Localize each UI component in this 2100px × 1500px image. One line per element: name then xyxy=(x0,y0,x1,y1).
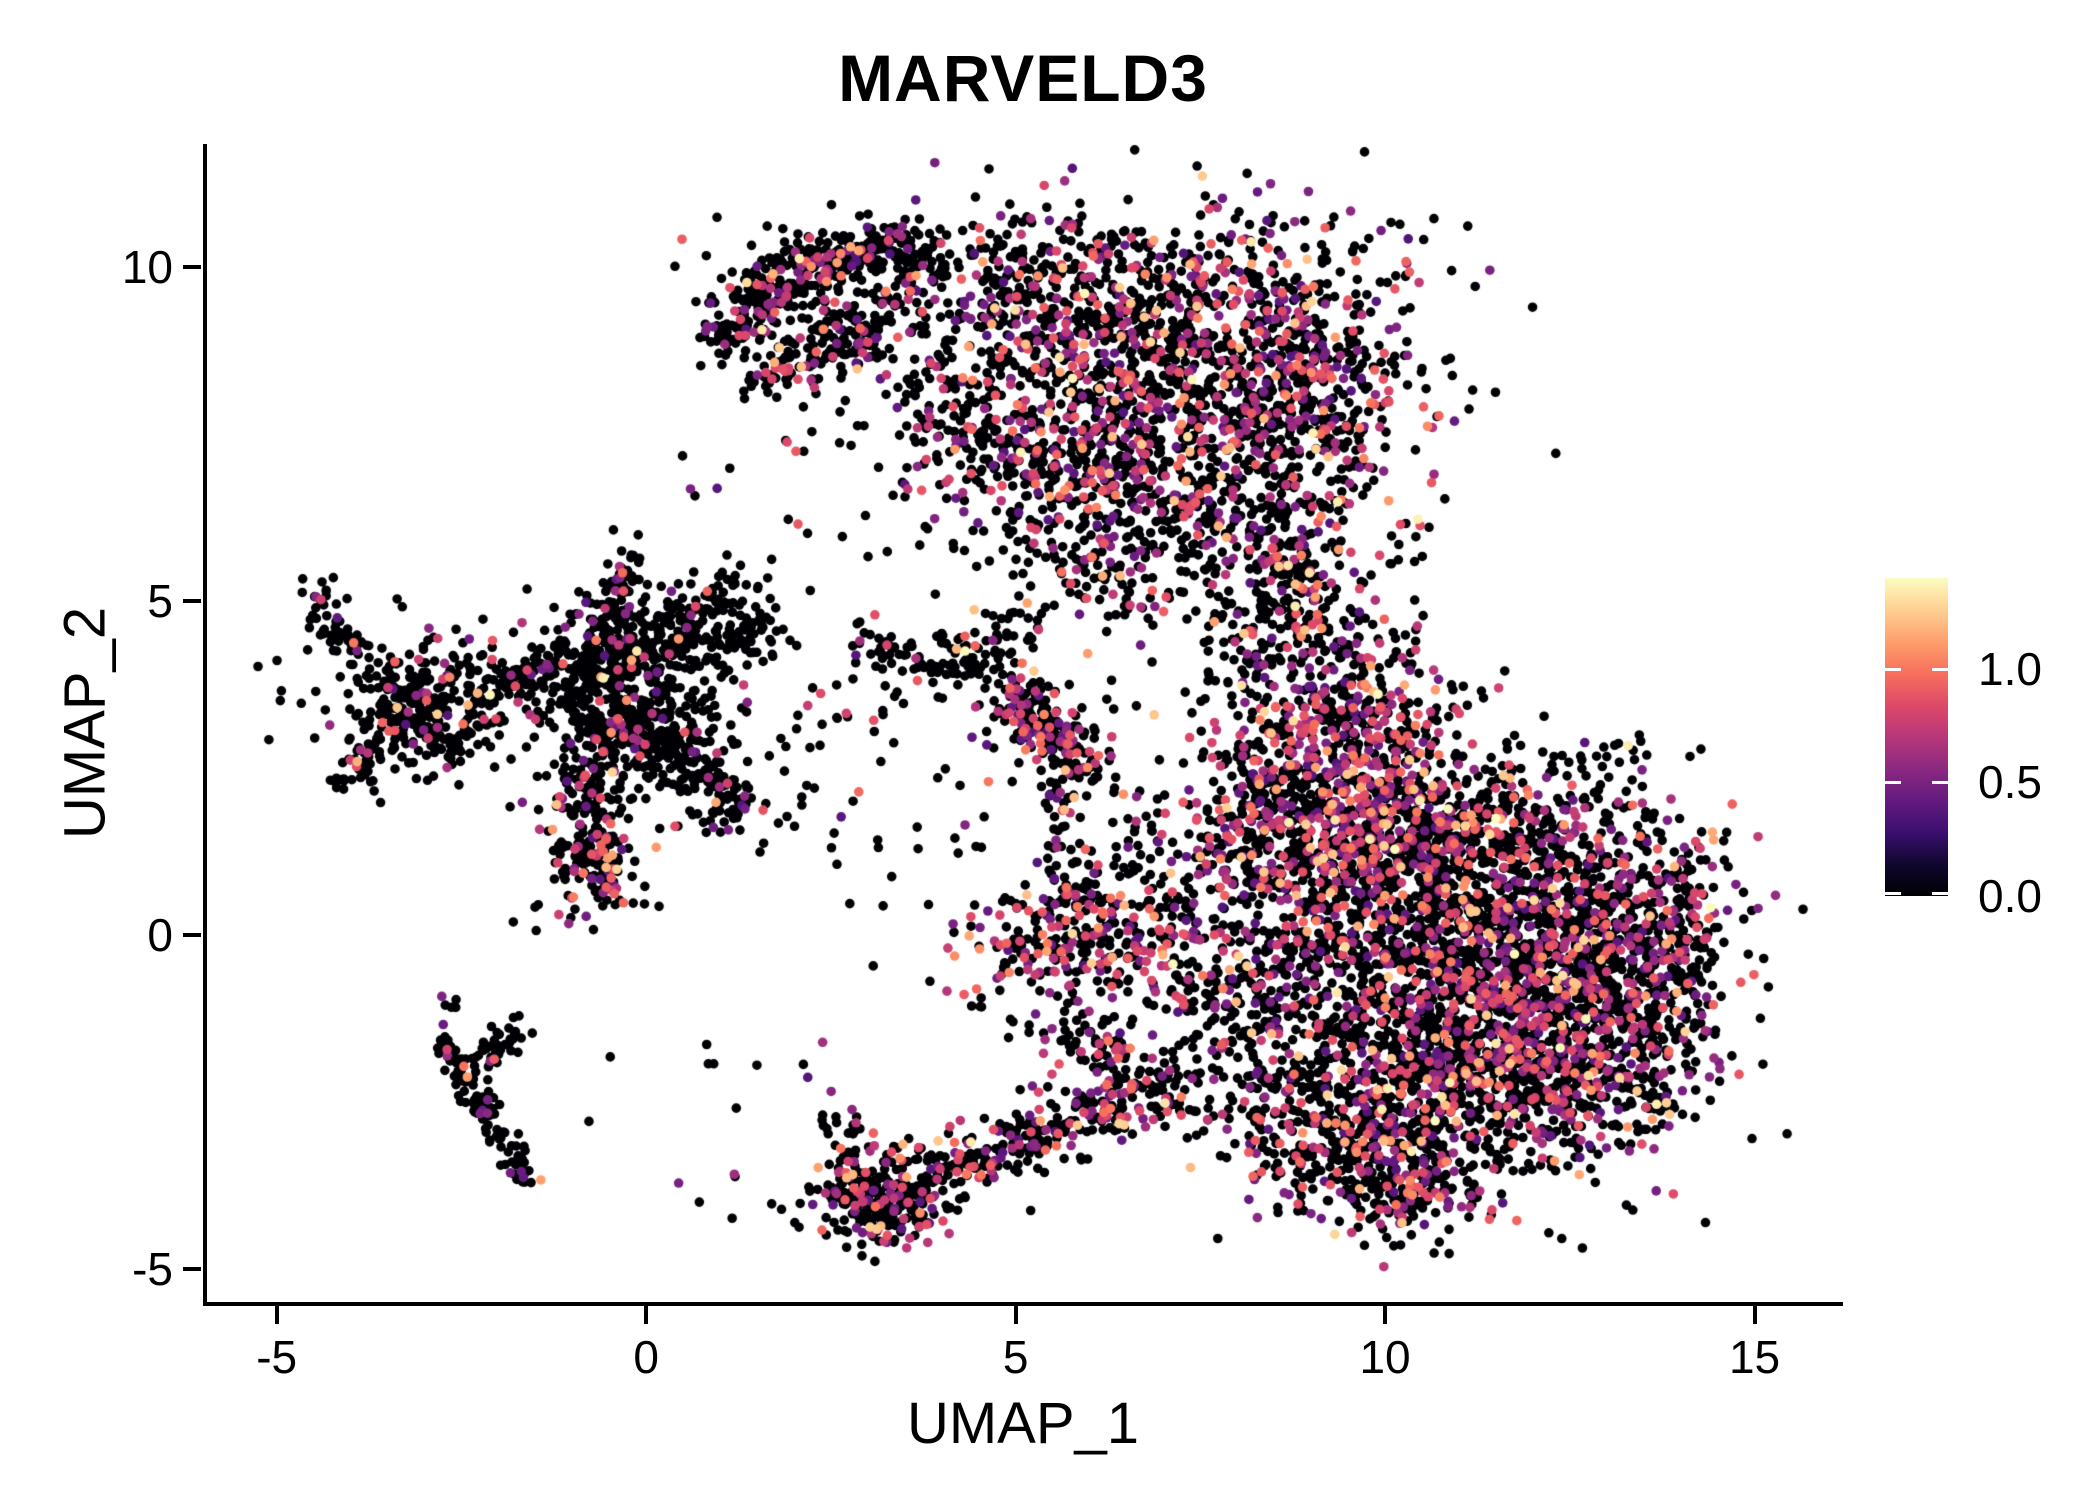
y-tick-label: -5 xyxy=(132,1242,173,1295)
x-tick xyxy=(1383,1306,1388,1324)
x-axis-line xyxy=(203,1302,1843,1306)
colorbar xyxy=(1885,578,1948,896)
colorbar-tick-label: 1.0 xyxy=(1978,642,2042,695)
x-tick xyxy=(274,1306,279,1324)
y-tick-label: 5 xyxy=(147,575,173,628)
colorbar-tick xyxy=(1885,667,1901,671)
x-tick xyxy=(1752,1306,1757,1324)
x-tick-label: -5 xyxy=(256,1331,298,1383)
colorbar-tick xyxy=(1885,892,1901,895)
colorbar-tick xyxy=(1932,667,1948,671)
y-tick xyxy=(183,932,201,937)
y-axis-title: UMAP_2 xyxy=(52,606,118,840)
colorbar-tick-label: 0.0 xyxy=(1978,870,2042,922)
x-tick-label: 0 xyxy=(633,1331,659,1383)
y-axis-line xyxy=(203,144,207,1306)
x-tick xyxy=(1013,1306,1018,1324)
plot-title: MARVELD3 xyxy=(838,41,1208,115)
x-tick-label: 5 xyxy=(1002,1331,1029,1383)
colorbar-tick-label: 0.5 xyxy=(1978,756,2042,809)
y-tick xyxy=(183,599,201,604)
y-tick-label: 10 xyxy=(121,241,173,294)
y-tick xyxy=(183,265,201,270)
y-tick xyxy=(183,1266,201,1271)
colorbar-tick xyxy=(1932,892,1948,895)
x-tick-label: 10 xyxy=(1359,1331,1411,1383)
colorbar-tick xyxy=(1885,781,1901,785)
x-tick xyxy=(644,1306,649,1324)
y-tick-label: 0 xyxy=(147,908,173,961)
x-tick-label: 15 xyxy=(1728,1331,1781,1383)
colorbar-tick xyxy=(1932,781,1948,785)
x-axis-title: UMAP_1 xyxy=(906,1391,1140,1456)
